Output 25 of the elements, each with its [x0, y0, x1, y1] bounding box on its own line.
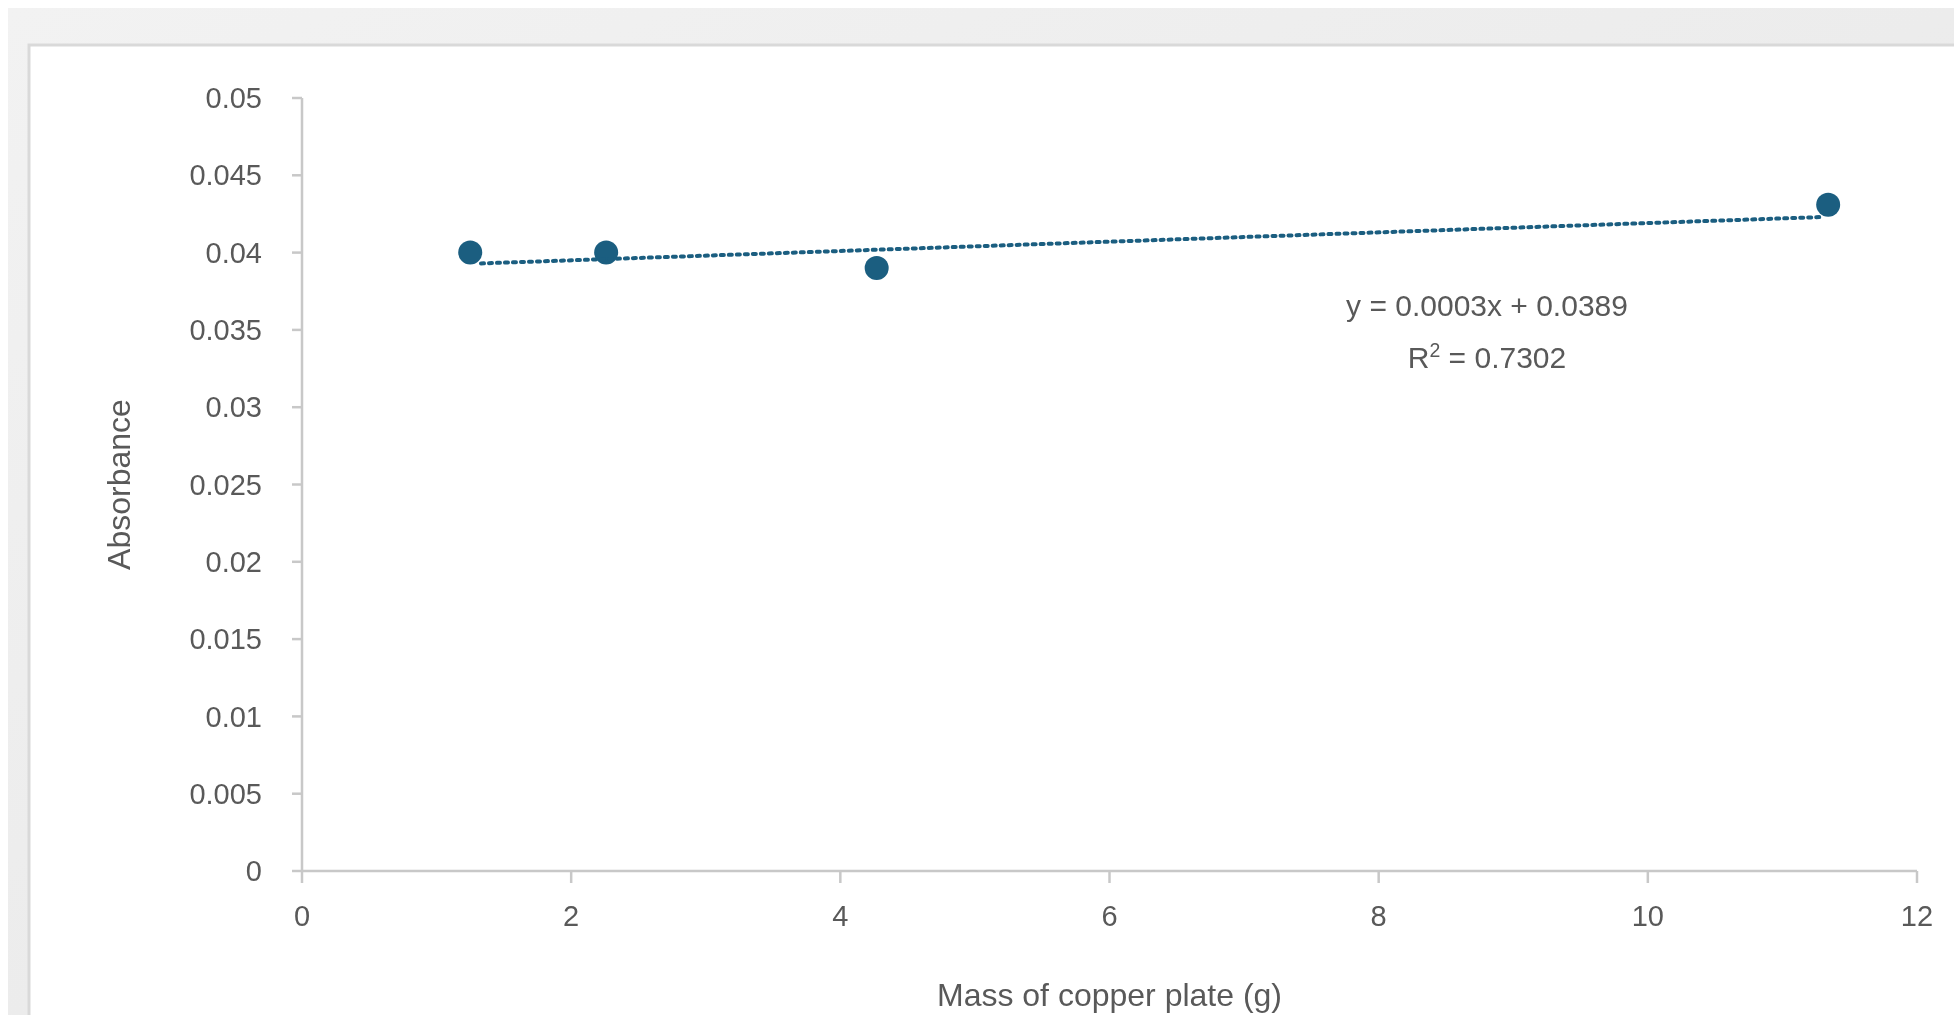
y-axis-title: Absorbance: [101, 399, 137, 570]
y-tick-label: 0.02: [205, 545, 262, 578]
x-tick-label: 4: [832, 900, 849, 932]
x-tick-label: 10: [1631, 900, 1664, 932]
y-tick-label: 0.035: [189, 314, 262, 347]
x-tick-label: 2: [563, 900, 580, 932]
y-tick-label: 0.05: [205, 82, 262, 115]
x-axis-title: Mass of copper plate (g): [936, 977, 1283, 1013]
point: [458, 240, 483, 265]
y-tick-label: 0.045: [189, 159, 262, 192]
annotation: R$^{2}$ = 0.7302: [1407, 339, 1567, 374]
y-tick-label: 0.025: [189, 468, 262, 501]
y-tick-label: 0.015: [189, 623, 262, 656]
point: [864, 256, 889, 281]
x-tick-label: 6: [1101, 900, 1118, 932]
y-tick-label: 0.005: [189, 777, 262, 810]
y-tick-label: 0.03: [205, 391, 262, 424]
x-tick-label: 0: [293, 900, 311, 932]
y-tick-label: 0.04: [205, 236, 262, 269]
y-tick-label: 0: [245, 855, 262, 888]
annotation: y = 0.0003x + 0.0389: [1346, 289, 1628, 322]
y-tick-label: 0.01: [205, 700, 262, 733]
point: [1816, 192, 1841, 217]
x-tick-label: 12: [1900, 900, 1934, 932]
x-tick-label: 8: [1370, 900, 1387, 932]
